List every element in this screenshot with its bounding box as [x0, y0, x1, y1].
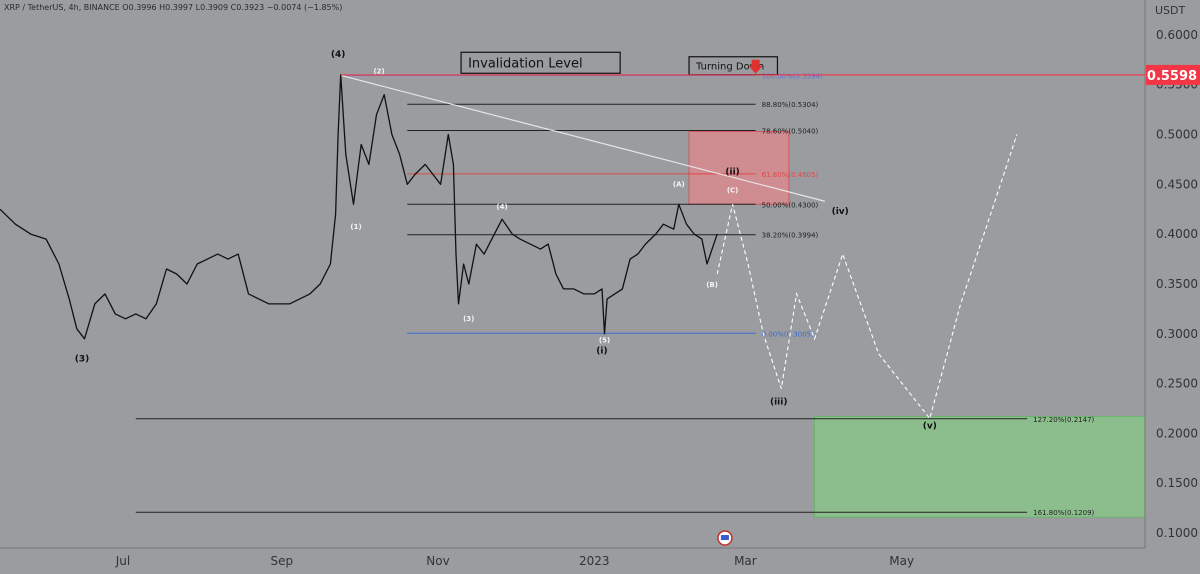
wave-label: (v) [923, 421, 937, 431]
time-tick-label: 2023 [579, 554, 610, 568]
time-tick-label: Jul [115, 554, 130, 568]
price-tick-label: 0.2000 [1156, 426, 1198, 440]
fib-level-label: 50.00%(0.4300) [762, 201, 819, 209]
price-tick-label: 0.1500 [1156, 476, 1198, 490]
series-layer [0, 74, 1018, 420]
zones-layer [688, 131, 1146, 518]
fib-level-label: 88.80%(0.5304) [762, 101, 819, 109]
annotation-text: Invalidation Level [468, 56, 583, 71]
time-tick-label: May [889, 554, 914, 568]
wave-label: (iii) [770, 398, 787, 408]
wave-label: (ii) [725, 167, 739, 177]
wave-label: (C) [727, 186, 739, 194]
time-tick-label: Nov [426, 554, 449, 568]
fib-level-label: 78.60%(0.5040) [762, 128, 819, 136]
time-axis[interactable]: Jul Sep Nov 2023 Mar May [0, 547, 1145, 568]
price-line [0, 74, 718, 340]
fib-level-label: 127.20%(0.2147) [1033, 416, 1094, 424]
target-zone [814, 415, 1146, 518]
price-tick-label: 0.3000 [1156, 327, 1198, 341]
wave-label: (B) [706, 281, 718, 289]
annotation-text: Turning Down [695, 61, 764, 72]
current-price-label: 0.5598 [1147, 69, 1197, 84]
wave-label: (i) [596, 347, 607, 357]
annotation-box [460, 51, 621, 74]
time-tick-label: Mar [734, 554, 757, 568]
price-tick-label: 0.1000 [1156, 526, 1198, 540]
wave-label: (2) [373, 68, 384, 76]
current-price-badge [1146, 64, 1200, 85]
down-arrow-icon [748, 59, 763, 74]
price-tick-label: 0.2500 [1156, 377, 1198, 391]
price-tick-label: 0.4500 [1156, 177, 1198, 191]
price-tick-label: 0.4000 [1156, 227, 1198, 241]
time-tick-label: Sep [270, 554, 293, 568]
wave-label: (3) [75, 355, 90, 365]
wave-label: (1) [350, 223, 361, 231]
annotations-layer: Invalidation Level Turning Down [460, 51, 779, 546]
symbol-text: XRP / TetherUS, 4h, BINANCE [4, 3, 120, 12]
event-flag-icon [720, 535, 729, 541]
fib-level-label: 161.80%(0.1209) [1033, 509, 1094, 517]
current-price-layer: 0.5598 [340, 64, 1200, 85]
price-tick-label: 0.3500 [1156, 277, 1198, 291]
price-axis-unit: USDT [1155, 4, 1186, 17]
wave-label: (4) [331, 50, 346, 60]
ticker-info: XRP / TetherUS, 4h, BINANCE O0.3996 H0.3… [4, 3, 342, 12]
wave-label: (4) [496, 203, 507, 211]
projection-path [716, 134, 1018, 420]
wave-label: (5) [599, 337, 610, 345]
wave-label: (3) [463, 315, 474, 323]
fib-level-label: 61.80%(0.4605) [762, 171, 819, 179]
price-tick-label: 0.5000 [1156, 128, 1198, 142]
wave-label: (A) [673, 180, 685, 188]
ohlc-text: O0.3996 H0.3997 L0.3909 C0.3923 −0.0074 … [122, 3, 343, 12]
resistance-zone [688, 131, 790, 205]
wave-label: (iv) [832, 207, 849, 217]
wave-labels-layer: (4) (3) (2) (1) (3) (4) (5) (i) (A) (B) (C) (ii) (ii… [75, 50, 937, 432]
price-tick-label: 0.6000 [1156, 28, 1198, 42]
fib-level-label: 0.00%(0.3005) [762, 330, 814, 338]
fib-level-label: 38.20%(0.3994) [762, 232, 819, 240]
fib-level-label: 100.00%(0.5594) [762, 72, 823, 80]
descending-trendline [340, 74, 825, 202]
